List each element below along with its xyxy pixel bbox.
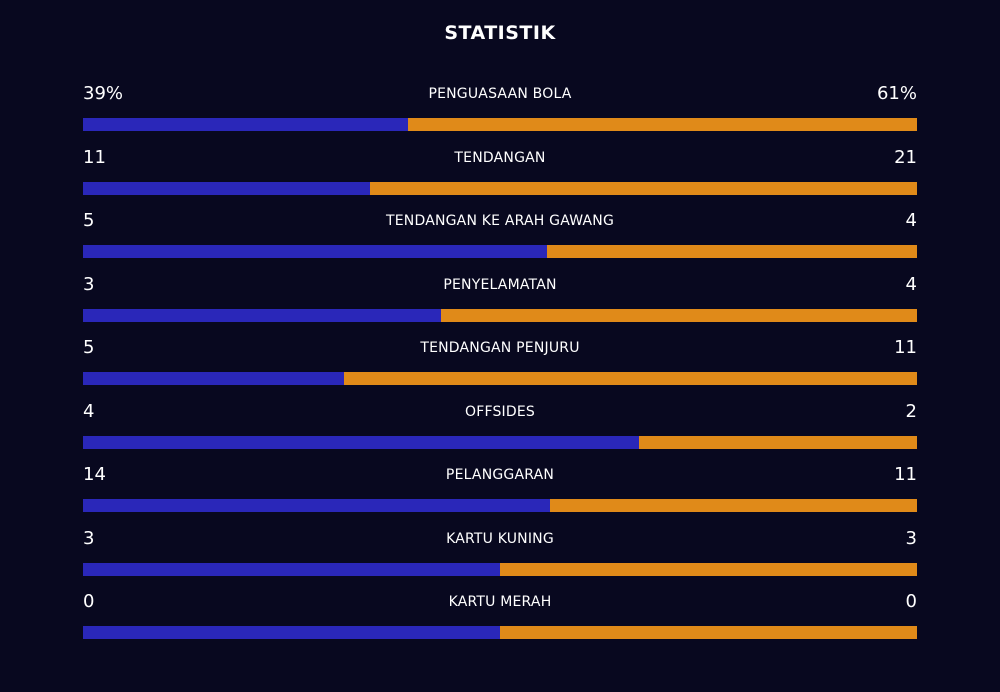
stat-bar — [83, 372, 917, 385]
stat-home-value: 14 — [83, 464, 106, 485]
stat-label: OFFSIDES — [464, 403, 535, 420]
stat-bar-away — [500, 562, 917, 576]
stat-away-value: 61% — [876, 83, 917, 104]
stat-bar-home — [83, 626, 500, 639]
stat-bar-away — [500, 626, 917, 639]
stat-bar-home — [83, 308, 441, 322]
stat-row-possession: 39% PENGUASAAN BOLA 61% — [83, 80, 917, 144]
stat-away-value: 21 — [894, 146, 917, 168]
stat-row-saves: 3 PENYELAMATAN 4 — [83, 271, 917, 335]
stat-home-value: 5 — [83, 210, 95, 231]
stat-bar-home — [83, 372, 344, 385]
stat-bar-away — [369, 181, 917, 195]
stat-bar — [83, 626, 917, 639]
stat-away-value: 11 — [894, 337, 917, 358]
stat-away-value: 0 — [905, 591, 917, 612]
stat-away-value: 4 — [905, 273, 917, 295]
stat-bar — [83, 435, 917, 449]
stat-label: KARTU MERAH — [448, 594, 552, 610]
stat-row-offsides: 4 OFFSIDES 2 — [83, 398, 917, 462]
stat-row-red-cards: 0 KARTU MERAH 0 — [83, 588, 917, 652]
stat-home-value: 11 — [83, 146, 106, 168]
stat-bar — [83, 245, 917, 258]
stat-bar-away — [550, 499, 917, 512]
stat-away-value: 11 — [894, 464, 917, 485]
stat-bar — [83, 499, 917, 512]
stat-bar — [83, 562, 917, 576]
stat-label: TENDANGAN KE ARAH GAWANG — [385, 213, 614, 229]
stat-row-yellow-cards: 3 KARTU KUNING 3 — [83, 525, 917, 589]
stat-bar — [83, 118, 917, 131]
stat-label: TENDANGAN PENJURU — [420, 340, 580, 356]
stat-home-value: 4 — [83, 400, 95, 422]
stat-bar — [83, 181, 917, 195]
stat-row-shots: 11 TENDANGAN 21 — [83, 144, 917, 208]
stat-bar-home — [83, 118, 409, 131]
stat-row-shots-on-target: 5 TENDANGAN KE ARAH GAWANG 4 — [83, 207, 917, 271]
stat-bar-away — [639, 435, 917, 449]
stat-home-value: 3 — [83, 273, 95, 295]
stat-bar-home — [83, 181, 370, 195]
stat-row-corners: 5 TENDANGAN PENJURU 11 — [83, 334, 917, 398]
stat-label: TENDANGAN — [454, 149, 546, 166]
stat-away-value: 2 — [905, 400, 917, 422]
stat-bar-away — [408, 118, 917, 131]
stat-away-value: 4 — [905, 210, 917, 231]
stat-bar — [83, 308, 917, 322]
stat-bar-home — [83, 499, 551, 512]
stat-bar-away — [440, 308, 917, 322]
stat-bar-away — [343, 372, 917, 385]
stat-home-value: 0 — [83, 591, 95, 612]
stat-away-value: 3 — [905, 527, 917, 549]
stat-bar-home — [83, 435, 640, 449]
stat-label: PENGUASAAN BOLA — [428, 86, 572, 102]
stat-label: PELANGGARAN — [445, 467, 555, 483]
stat-bar-away — [546, 245, 917, 258]
stat-bar-home — [83, 245, 547, 258]
stats-list: 39% PENGUASAAN BOLA 61% 11 TENDANGAN 21 … — [83, 80, 917, 652]
stat-row-fouls: 14 PELANGGARAN 11 — [83, 461, 917, 525]
stat-bar-home — [83, 562, 500, 576]
stats-title: STATISTIK — [444, 22, 556, 44]
stat-home-value: 5 — [83, 337, 95, 358]
stat-home-value: 3 — [83, 527, 95, 549]
stat-home-value: 39% — [83, 83, 124, 104]
stat-label: KARTU KUNING — [446, 530, 554, 547]
stat-label: PENYELAMATAN — [443, 276, 557, 293]
